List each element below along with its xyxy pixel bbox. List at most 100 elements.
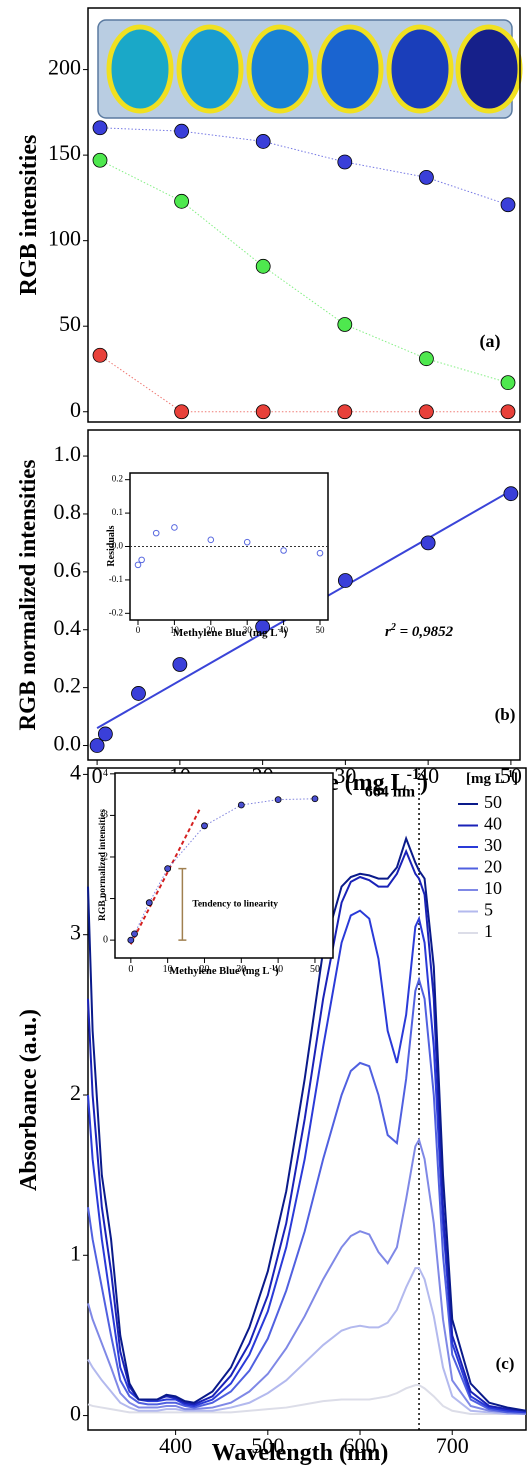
legend-title: [mg L-1] (466, 769, 518, 788)
x-axis-label-sup: -1 (269, 964, 275, 972)
trend-line (99, 354, 508, 413)
data-point (337, 404, 353, 420)
y-tick-label: 100 (48, 226, 81, 251)
x-axis-label-end: ) (275, 966, 279, 977)
plot-frame (87, 429, 521, 761)
x-tick-label: 500 (251, 1433, 284, 1458)
data-point (311, 795, 319, 803)
data-point (134, 561, 142, 569)
x-tick-label: 600 (344, 1433, 377, 1458)
spectrum-line (87, 1267, 526, 1415)
data-point (97, 726, 113, 742)
x-tick-label: 30 (236, 964, 246, 975)
y-axis-label-text: Residuals (106, 525, 117, 566)
bracket-label: Tendency to linearity (192, 900, 278, 910)
data-point (420, 535, 436, 551)
legend-label: 10 (484, 878, 502, 898)
legend-title-sup: -1 (505, 769, 513, 780)
x-tick-label: 40 (279, 625, 289, 635)
y-axis-label-text: RGB normalized intensities (98, 809, 108, 921)
x-tick-label: 20 (206, 625, 216, 635)
y-axis-label: RGB normalized intensities (15, 460, 40, 731)
spectrum-line (87, 1137, 527, 1415)
data-point (152, 529, 160, 537)
data-point (316, 549, 324, 557)
spectrum-line (87, 909, 527, 1414)
legend-title-text: [mg L (466, 771, 505, 787)
y-tick-label: 2 (70, 1080, 81, 1105)
x-axis-label-sup: -1 (407, 766, 420, 783)
spectrum-line (87, 976, 526, 1414)
plot-frame (87, 7, 521, 423)
data-point (500, 197, 516, 213)
data-point (500, 375, 516, 391)
trend-line (99, 127, 509, 206)
data-point (418, 351, 434, 367)
x-tick-label: 400 (159, 1433, 192, 1458)
legend-title-end: ] (513, 771, 518, 787)
x-tick-label: 700 (436, 1433, 469, 1458)
y-tick-label: 1 (70, 1240, 81, 1265)
y-tick-label: -0.1 (109, 574, 123, 584)
x-axis-label: Methylene Blue (mg L-1) (173, 625, 288, 639)
x-tick-label: 0 (92, 763, 103, 788)
panel-label: (a) (480, 331, 501, 352)
data-point (500, 404, 516, 420)
plot-frame (114, 772, 334, 959)
y-tick-label: 50 (59, 311, 81, 336)
trend-line (99, 159, 509, 384)
y-tick-label: 0.0 (54, 731, 82, 756)
r-squared: r2 = 0,9852 (385, 622, 454, 641)
legend-label: 40 (484, 814, 502, 834)
y-tick-label: 0.2 (54, 673, 82, 698)
inset-background (115, 773, 333, 958)
panel-label: (c) (496, 1354, 515, 1373)
data-point (172, 657, 188, 672)
legend-label: 1 (484, 921, 493, 941)
x-tick-label: 20 (199, 964, 209, 975)
data-point (418, 169, 434, 185)
data-point (280, 547, 287, 554)
y-axis-label: RGB intensities (16, 135, 42, 296)
data-point (174, 404, 190, 420)
y-tick-label: -0.2 (109, 607, 123, 617)
y-tick-label: 0.2 (112, 474, 123, 484)
x-tick-label: 30 (334, 763, 356, 788)
data-point (207, 536, 215, 544)
marker-line-label: 664 nm (365, 784, 416, 801)
data-point (92, 152, 108, 168)
y-tick-label: 4 (103, 768, 108, 779)
x-tick-label: 50 (500, 763, 522, 788)
data-point (127, 936, 135, 944)
y-tick-label: 0.4 (54, 615, 82, 640)
y-axis-label-text: Absorbance (a.u.) (16, 1009, 42, 1191)
x-tick-label: 0 (128, 964, 133, 975)
y-tick-label: 150 (48, 140, 81, 165)
y-tick-label: 0 (70, 1401, 81, 1426)
data-point (164, 865, 172, 873)
legend-label: 20 (484, 857, 502, 877)
y-tick-label: 1.0 (54, 441, 82, 466)
y-tick-label: 0 (70, 397, 81, 422)
spectrum-line (87, 1384, 526, 1415)
x-axis-label: Wavelength (nm) (212, 1440, 389, 1466)
x-axis-label-text: Wavelength (nm) (212, 1440, 389, 1466)
y-tick-label: 2 (103, 851, 108, 862)
data-point (243, 538, 251, 546)
y-tick-label: 3 (103, 810, 108, 821)
x-tick-label: 0 (136, 625, 141, 635)
data-point (131, 686, 146, 701)
data-point (92, 347, 108, 363)
fit-line (129, 806, 202, 945)
data-point (337, 573, 353, 588)
y-axis-label-text: RGB normalized intensities (15, 460, 40, 731)
data-point (337, 317, 353, 332)
y-tick-label: 0.1 (112, 507, 123, 517)
legend-label: 50 (484, 792, 502, 812)
x-axis-label: Methylene Blue (mg L-1) (169, 964, 279, 978)
x-tick-label: 50 (310, 964, 320, 975)
bracket (178, 867, 187, 941)
r-squared-end: = 0,9852 (396, 624, 454, 640)
data-point (131, 930, 138, 938)
